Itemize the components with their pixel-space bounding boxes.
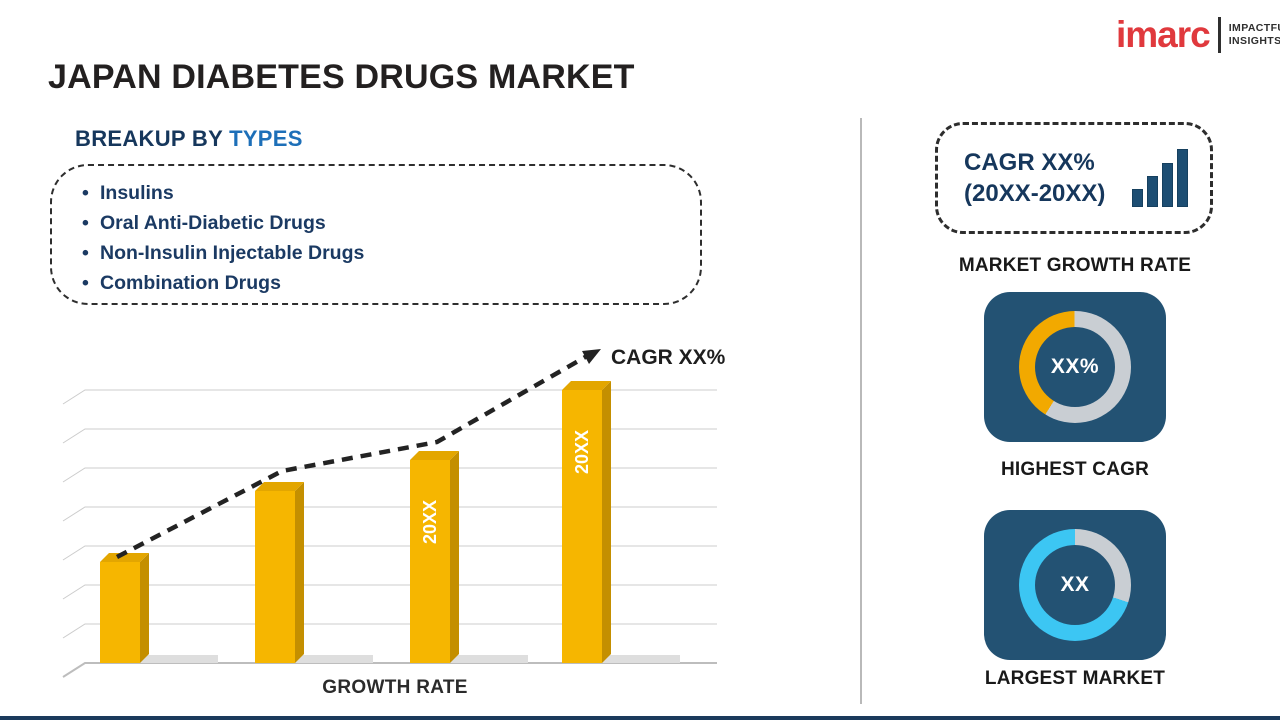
cagr-period: (20XX-20XX) xyxy=(964,180,1106,207)
breakup-heading-prefix: BREAKUP BY xyxy=(75,126,223,151)
largest-market-donut-center: XX xyxy=(1035,545,1115,625)
market-growth-rate-label: MARKET GROWTH RATE xyxy=(958,255,1192,276)
svg-text:20XX: 20XX xyxy=(572,430,592,474)
logo-tagline: IMPACTFUL INSIGHTS xyxy=(1229,22,1280,48)
types-list-box: Insulins Oral Anti-Diabetic Drugs Non-In… xyxy=(50,164,702,305)
list-item: Non-Insulin Injectable Drugs xyxy=(82,238,680,268)
highest-cagr-donut-center: XX% xyxy=(1035,327,1115,407)
cagr-box: CAGR XX% (20XX-20XX) xyxy=(935,122,1213,234)
logo-tagline-line1: IMPACTFUL xyxy=(1228,21,1280,34)
highest-cagr-label: HIGHEST CAGR xyxy=(1000,459,1150,480)
largest-market-value: XX xyxy=(1060,573,1090,596)
largest-market-label: LARGEST MARKET xyxy=(984,668,1166,689)
imarc-logo: imarc IMPACTFUL INSIGHTS xyxy=(1116,16,1280,53)
vertical-divider xyxy=(860,118,862,704)
largest-market-donut: XX xyxy=(1019,529,1131,641)
growth-bars-icon xyxy=(1132,149,1188,207)
highest-cagr-value: XX% xyxy=(1050,355,1100,378)
highest-cagr-donut: XX% xyxy=(1019,311,1131,423)
list-item: Combination Drugs xyxy=(82,268,680,298)
logo-divider xyxy=(1217,16,1221,53)
growth-bar-chart: 20XX 20XX CAGR XX% xyxy=(62,346,726,678)
imarc-logo-text: imarc xyxy=(1116,14,1211,55)
largest-market-card: XX xyxy=(984,510,1166,660)
page-title: JAPAN DIABETES DRUGS MARKET xyxy=(48,58,635,96)
breakup-heading-highlight: TYPES xyxy=(229,126,303,151)
bottom-accent-bar xyxy=(0,716,1280,720)
cagr-value: CAGR XX% xyxy=(964,149,1095,176)
list-item: Oral Anti-Diabetic Drugs xyxy=(82,208,680,238)
highest-cagr-card: XX% xyxy=(984,292,1166,442)
chart-x-axis-label: GROWTH RATE xyxy=(322,677,468,698)
breakup-heading: BREAKUP BY TYPES xyxy=(75,126,303,152)
logo-tagline-line2: INSIGHTS xyxy=(1228,34,1280,47)
list-item: Insulins xyxy=(82,178,680,208)
cagr-box-text: CAGR XX% (20XX-20XX) xyxy=(964,147,1105,209)
svg-text:20XX: 20XX xyxy=(420,500,440,544)
svg-text:CAGR XX%: CAGR XX% xyxy=(611,346,726,369)
